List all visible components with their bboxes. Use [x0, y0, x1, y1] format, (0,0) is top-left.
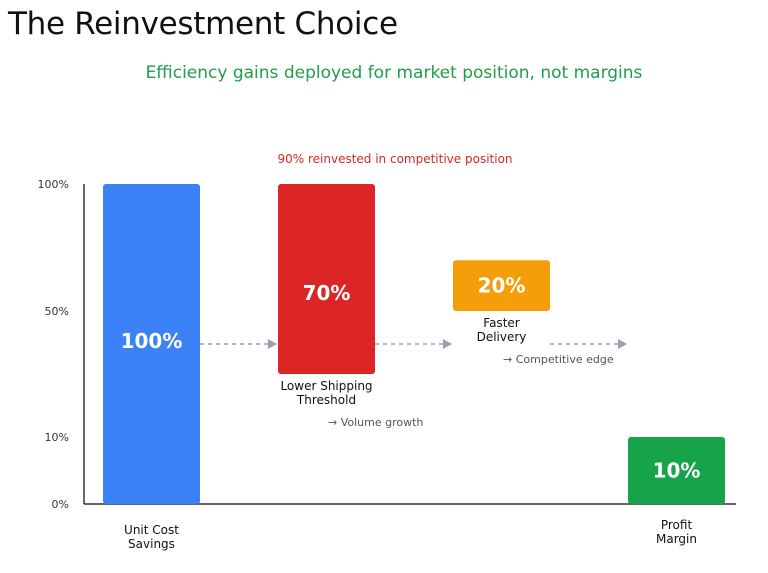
bars — [103, 184, 725, 504]
bar-1 — [103, 184, 200, 504]
category-label: Delivery — [477, 330, 527, 344]
connector-arrow — [618, 339, 627, 349]
bar-note: → Competitive edge — [503, 353, 614, 366]
bar-4 — [628, 437, 725, 504]
bar-note: → Volume growth — [328, 416, 423, 429]
category-label: Faster — [483, 316, 519, 330]
chart-title: The Reinvestment Choice — [8, 6, 398, 42]
category-label: Profit — [661, 518, 693, 532]
category-label: Margin — [656, 532, 697, 546]
connector-arrow — [443, 339, 452, 349]
connectors — [200, 339, 627, 349]
bar-value-label: 20% — [478, 274, 526, 298]
bar-3 — [453, 260, 550, 311]
bar-value-label: 100% — [121, 329, 183, 353]
bar-value-label: 70% — [303, 281, 351, 305]
bar-2 — [278, 184, 375, 374]
reinvestment-annotation: 90% reinvested in competitive position — [277, 152, 512, 166]
y-axis-ticks: 100% 50% 10% 0% — [38, 178, 69, 511]
y-tick-label: 100% — [38, 178, 69, 191]
chart-subtitle: Efficiency gains deployed for market pos… — [145, 63, 643, 83]
category-label: Lower Shipping — [280, 379, 372, 393]
category-label: Savings — [128, 537, 175, 551]
category-label: Threshold — [296, 393, 356, 407]
category-label: Unit Cost — [124, 523, 179, 537]
y-tick-label: 0% — [52, 498, 69, 511]
y-tick-label: 50% — [45, 305, 69, 318]
connector-arrow — [268, 339, 277, 349]
bar-value-label: 10% — [653, 459, 701, 483]
y-tick-label: 10% — [45, 431, 69, 444]
